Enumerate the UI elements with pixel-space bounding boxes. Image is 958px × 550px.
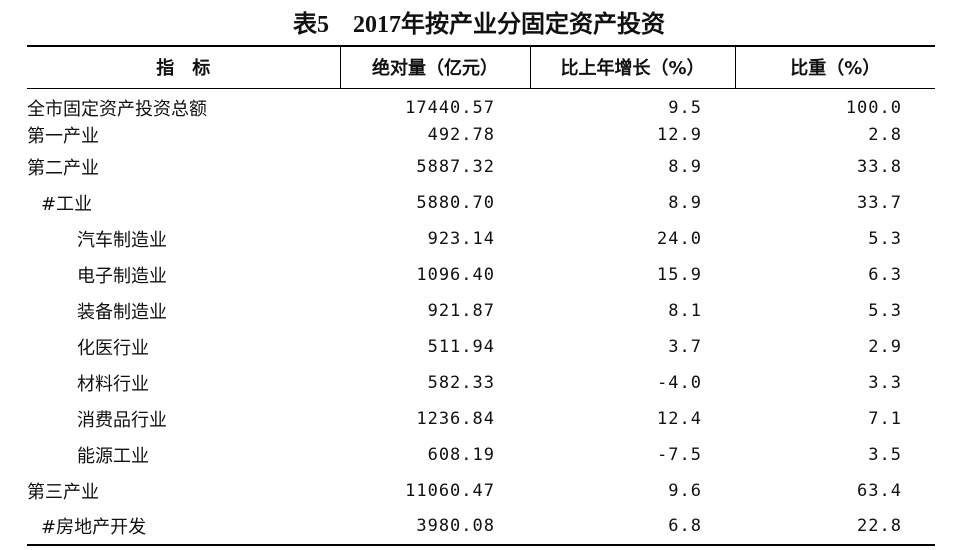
value-cell: 3.7	[668, 336, 702, 357]
value-cell: 5.3	[868, 228, 902, 249]
header-cell: 指 标	[156, 58, 211, 80]
header-cell: 比上年增长（%）	[529, 46, 735, 88]
table-row: 全市固定资产投资总额 17440.57 9.5 100.0	[27, 88, 935, 121]
row-label: 第二产业	[27, 157, 99, 179]
value-cell: 24.0	[657, 228, 702, 249]
value-cell: 17440.57	[405, 97, 495, 118]
table-row: 汽车制造业 923.14 24.0 5.3	[27, 221, 935, 257]
value-cell: 33.8	[857, 156, 902, 177]
row-label: 材料行业	[77, 373, 149, 395]
row-label: #房地产开发	[41, 517, 147, 538]
value-cell: 100.0	[845, 97, 902, 118]
value-cell: 5880.70	[416, 192, 495, 213]
value-cell: 6.3	[868, 264, 902, 285]
value-cell: -7.5	[657, 444, 702, 465]
value-cell: 7.1	[868, 408, 902, 429]
row-label: 化医行业	[77, 337, 149, 359]
value-cell: 5887.32	[416, 156, 495, 177]
row-label: 能源工业	[77, 445, 149, 467]
table-row: 能源工业 608.19 -7.5 3.5	[27, 437, 935, 473]
value-cell: -4.0	[657, 372, 702, 393]
row-label: 全市固定资产投资总额	[27, 98, 207, 120]
value-cell: 63.4	[857, 480, 902, 501]
value-cell: 12.4	[657, 408, 702, 429]
data-table: 指 标 绝对量（亿元） 比上年增长（%） 比重（%） 全市固定资产投资总额 174…	[27, 45, 935, 546]
table-row: 装备制造业 921.87 8.1 5.3	[27, 293, 935, 329]
table-row: 电子制造业 1096.40 15.9 6.3	[27, 257, 935, 293]
value-cell: 8.9	[668, 156, 702, 177]
header-cell: 绝对量（亿元）	[339, 46, 530, 88]
table-row: 第三产业 11060.47 9.6 63.4	[27, 473, 935, 509]
value-cell: 3.3	[868, 372, 902, 393]
table-row: 消费品行业 1236.84 12.4 7.1	[27, 401, 935, 437]
value-cell: 582.33	[427, 372, 495, 393]
value-cell: 3980.08	[416, 516, 495, 536]
table-row: 第一产业 492.78 12.9 2.8	[27, 121, 935, 149]
value-cell: 608.19	[427, 444, 495, 465]
value-cell: 33.7	[857, 192, 902, 213]
row-label: 汽车制造业	[77, 229, 167, 251]
header-cell: 比重（%）	[734, 46, 935, 88]
row-label: #工业	[41, 193, 93, 215]
value-cell: 15.9	[657, 264, 702, 285]
value-cell: 8.1	[668, 300, 702, 321]
value-cell: 9.5	[668, 97, 702, 118]
table-row: 第二产业 5887.32 8.9 33.8	[27, 149, 935, 185]
table-row: 化医行业 511.94 3.7 2.9	[27, 329, 935, 365]
value-cell: 2.8	[868, 124, 902, 145]
table-row: 材料行业 582.33 -4.0 3.3	[27, 365, 935, 401]
value-cell: 921.87	[427, 300, 495, 321]
value-cell: 22.8	[857, 516, 902, 536]
row-label: 电子制造业	[77, 265, 167, 287]
table-row: #房地产开发 3980.08 6.8 22.8	[27, 509, 935, 545]
table-title: 表5 2017年按产业分固定资产投资	[293, 12, 665, 38]
value-cell: 1096.40	[416, 264, 495, 285]
table-row: #工业 5880.70 8.9 33.7	[27, 185, 935, 221]
value-cell: 923.14	[427, 228, 495, 249]
value-cell: 3.5	[868, 444, 902, 465]
value-cell: 1236.84	[416, 408, 495, 429]
value-cell: 5.3	[868, 300, 902, 321]
value-cell: 12.9	[657, 124, 702, 145]
value-cell: 492.78	[427, 124, 495, 145]
value-cell: 8.9	[668, 192, 702, 213]
header-row: 指 标 绝对量（亿元） 比上年增长（%） 比重（%）	[27, 46, 935, 88]
table-body: 全市固定资产投资总额 17440.57 9.5 100.0 第一产业 492.78 12.9…	[27, 88, 935, 545]
value-cell: 11060.47	[405, 480, 495, 501]
value-cell: 6.8	[668, 516, 702, 536]
value-cell: 9.6	[668, 480, 702, 501]
row-label: 装备制造业	[77, 301, 167, 323]
row-label: 第一产业	[27, 125, 99, 147]
row-label: 消费品行业	[77, 409, 167, 431]
value-cell: 2.9	[868, 336, 902, 357]
row-label: 第三产业	[27, 481, 99, 503]
value-cell: 511.94	[427, 336, 495, 357]
